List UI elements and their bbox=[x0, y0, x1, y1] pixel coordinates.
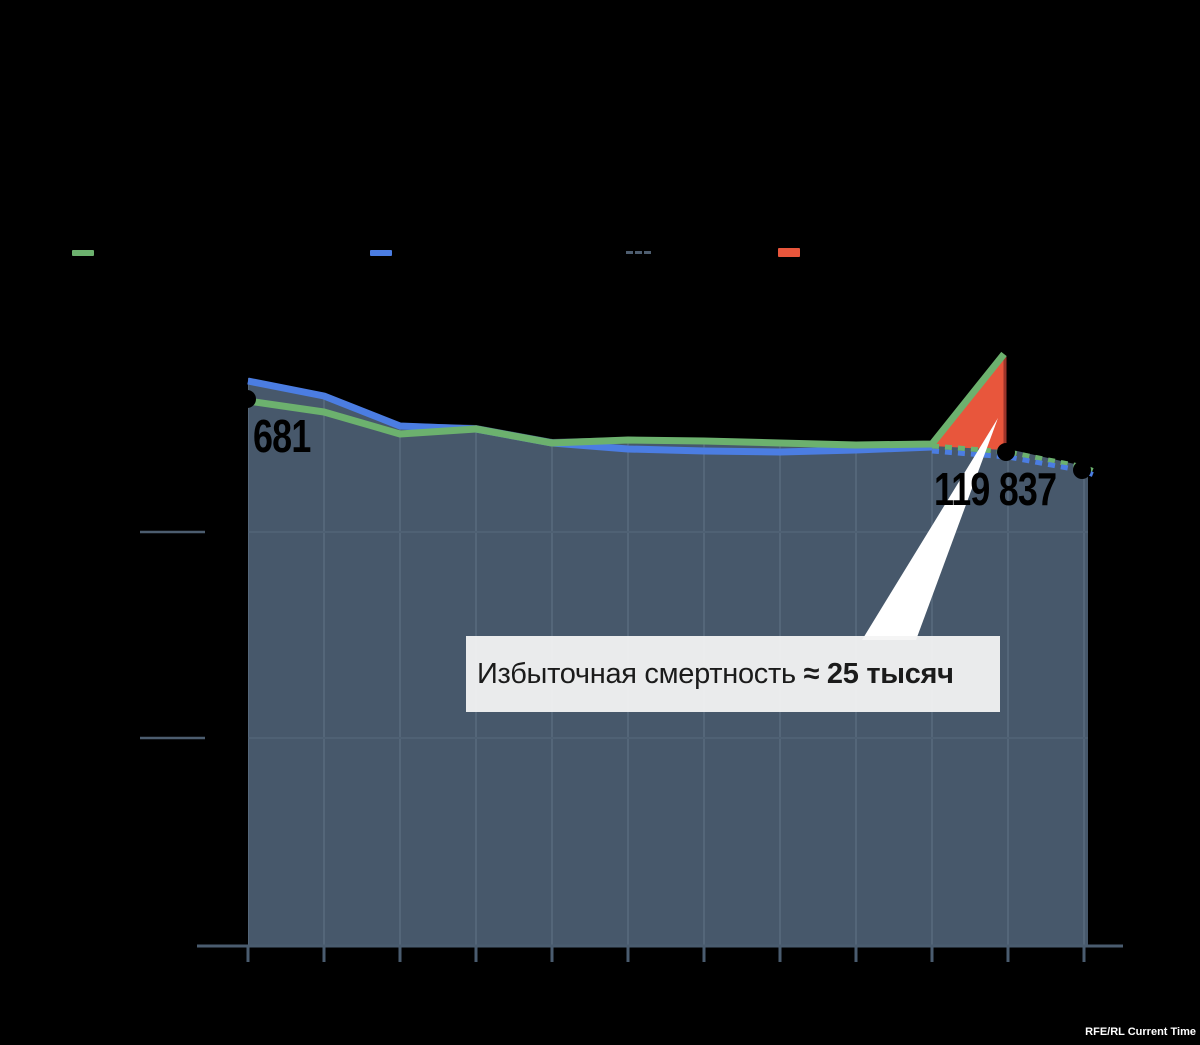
callout-text-bold: ≈ 25 тысяч bbox=[803, 657, 954, 690]
legend-swatch-gray-dashed bbox=[626, 251, 633, 254]
excess-mortality-callout: Избыточная смертность ≈ 25 тысяч bbox=[466, 636, 1000, 712]
rferl-watermark: RFE/RL Current Time bbox=[1085, 1026, 1196, 1038]
november-point-value-label: 119 837 bbox=[934, 463, 1057, 515]
point-marker-november bbox=[997, 443, 1015, 461]
callout-arrow bbox=[862, 418, 998, 640]
legend-swatch-blue-line bbox=[370, 250, 392, 256]
point-marker-january bbox=[238, 390, 256, 408]
legend-swatch-red-area bbox=[778, 248, 800, 257]
legend-swatch-gray-dashed bbox=[644, 251, 651, 254]
callout-text-regular: Избыточная смертность bbox=[477, 657, 804, 690]
legend-swatch-green-line bbox=[72, 250, 94, 256]
green-solid-line bbox=[247, 351, 1007, 449]
first-point-value-label: 681 bbox=[253, 410, 311, 462]
blue-solid-line bbox=[247, 377, 933, 456]
legend-swatch-gray-dashed bbox=[635, 251, 642, 254]
point-marker-december bbox=[1073, 461, 1091, 479]
